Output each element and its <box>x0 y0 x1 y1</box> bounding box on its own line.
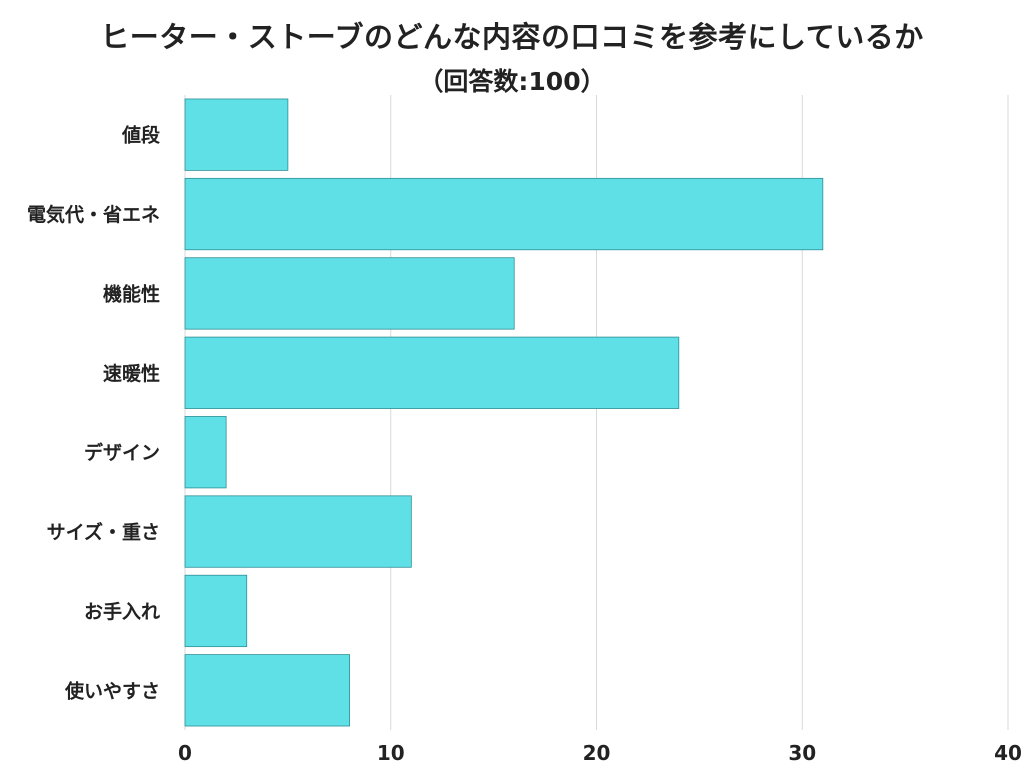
category-label: 電気代・省エネ <box>27 203 160 226</box>
x-tick-label: 10 <box>377 741 405 765</box>
bars <box>184 98 824 727</box>
category-label: サイズ・重さ <box>47 521 160 544</box>
bar <box>184 257 515 330</box>
x-tick-label: 0 <box>178 741 192 765</box>
bar <box>184 416 227 489</box>
bar <box>184 177 824 251</box>
bar <box>184 336 680 409</box>
x-tick-label: 20 <box>583 741 611 765</box>
x-tick-label: 30 <box>788 741 816 765</box>
bar <box>184 98 289 171</box>
category-label: デザイン <box>84 441 160 464</box>
category-label: 機能性 <box>103 282 160 305</box>
category-label: 値段 <box>121 124 161 147</box>
x-tick-label: 40 <box>994 741 1022 765</box>
bar <box>184 574 248 648</box>
chart-subtitle: （回答数:100） <box>418 67 606 96</box>
category-label: お手入れ <box>84 600 160 623</box>
bar <box>184 495 412 568</box>
x-tick-labels: 0 10 20 30 40 <box>178 741 1022 765</box>
chart-title: ヒーター・ストーブのどんな内容の口コミを参考にしているか <box>100 20 924 54</box>
bar <box>184 654 351 727</box>
category-label: 速暖性 <box>103 362 160 385</box>
category-label: 使いやすさ <box>64 680 160 702</box>
